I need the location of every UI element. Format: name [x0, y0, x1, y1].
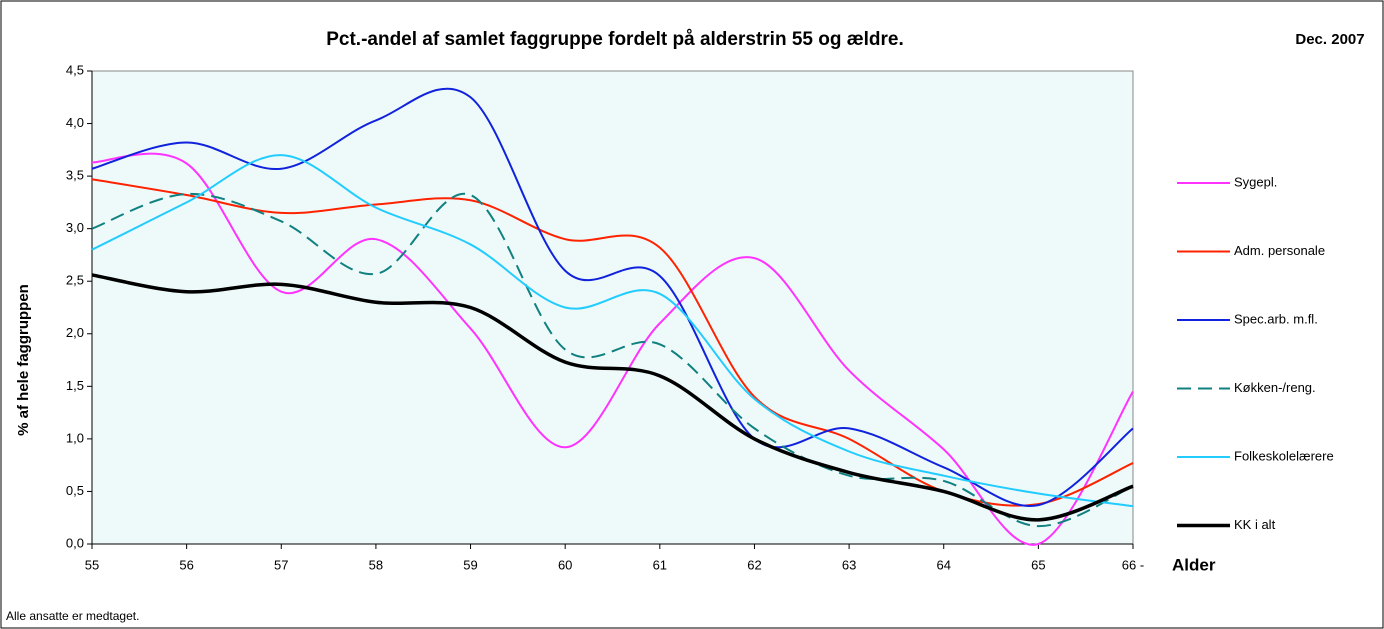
plot-area — [91, 70, 1134, 545]
legend-label: KK i alt — [1234, 517, 1276, 532]
legend-label: Køkken-/reng. — [1234, 380, 1316, 395]
series-line — [91, 152, 1134, 546]
y-tick-label: 4,0 — [66, 115, 84, 130]
legend-label: Adm. personale — [1234, 243, 1325, 258]
y-tick-label: 4,5 — [66, 62, 84, 77]
y-tick-label: 0,5 — [66, 483, 84, 498]
x-tick-label: 58 — [369, 557, 383, 572]
legend-label: Folkeskolelærere — [1234, 448, 1334, 463]
series-line — [91, 87, 1134, 507]
legend-label: Sygepl. — [1234, 174, 1277, 189]
x-tick-label: 56 — [179, 557, 193, 572]
y-tick-label: 1,0 — [66, 430, 84, 445]
y-tick-label: 2,0 — [66, 325, 84, 340]
chart-title: Pct.-andel af samlet faggruppe fordelt p… — [326, 29, 904, 50]
series-line — [91, 192, 1134, 528]
legend-label: Spec.arb. m.fl. — [1234, 311, 1318, 326]
series-line — [91, 273, 1134, 522]
x-tick-label: 66 - — [1122, 557, 1144, 572]
y-tick-label: 1,5 — [66, 378, 84, 393]
x-tick-label: 59 — [463, 557, 477, 572]
subtitle: Dec. 2007 — [1295, 31, 1364, 48]
y-tick-label: 3,0 — [66, 220, 84, 235]
x-tick-label: 55 — [85, 557, 99, 572]
y-axis-label: % af hele faggruppen — [15, 284, 32, 436]
x-tick-label: 57 — [274, 557, 288, 572]
x-tick-label: 64 — [936, 557, 950, 572]
x-tick-label: 61 — [653, 557, 667, 572]
x-axis-label: Alder — [1172, 555, 1216, 574]
x-tick-label: 65 — [1031, 557, 1045, 572]
x-tick-label: 63 — [842, 557, 856, 572]
x-tick-label: 62 — [747, 557, 761, 572]
x-tick-label: 60 — [558, 557, 572, 572]
note: Alle ansatte er medtaget. — [6, 609, 139, 623]
series-line — [91, 154, 1134, 508]
y-tick-label: 0,0 — [66, 535, 84, 550]
y-tick-label: 3,5 — [66, 168, 84, 183]
y-tick-label: 2,5 — [66, 273, 84, 288]
